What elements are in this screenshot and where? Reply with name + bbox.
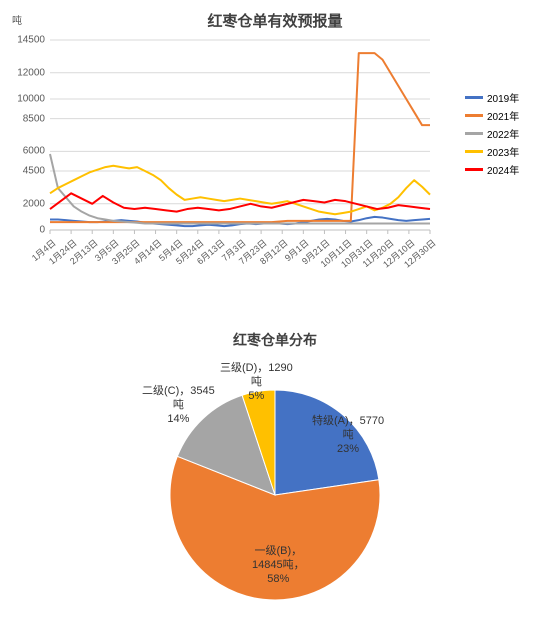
y-tick-label: 14500 (5, 35, 45, 46)
y-tick-label: 2000 (5, 198, 45, 209)
legend-swatch (465, 132, 483, 135)
series-line (50, 53, 430, 222)
legend-label: 2024年 (487, 162, 519, 177)
legend-swatch (465, 114, 483, 117)
y-tick-label: 4500 (5, 166, 45, 177)
pie-slice-label: 一级(B)，14845吨，58% (252, 545, 305, 586)
y-tick-label: 6000 (5, 146, 45, 157)
legend-item: 2021年 (465, 108, 519, 122)
pie-slice-label: 三级(D)，1290吨5% (220, 362, 293, 403)
legend-swatch (465, 96, 483, 99)
legend-item: 2022年 (465, 126, 519, 140)
pie-slice-label: 二级(C)，3545吨14% (142, 385, 215, 426)
line-chart: 红枣仓单有效预报量 吨 0200045006000850010000120001… (0, 0, 550, 290)
y-tick-label: 0 (5, 225, 45, 236)
legend-swatch (465, 150, 483, 153)
legend-label: 2019年 (487, 90, 519, 105)
legend-swatch (465, 168, 483, 171)
legend-label: 2022年 (487, 126, 519, 141)
y-tick-label: 12000 (5, 67, 45, 78)
legend-label: 2021年 (487, 108, 519, 123)
legend-item: 2023年 (465, 144, 519, 158)
y-tick-label: 8500 (5, 113, 45, 124)
legend-label: 2023年 (487, 144, 519, 159)
legend-item: 2024年 (465, 162, 519, 176)
series-line (50, 154, 430, 223)
y-tick-label: 10000 (5, 93, 45, 104)
pie-slice-label: 特级(A)，5770吨23% (312, 415, 384, 456)
line-chart-legend: 2019年 2021年 2022年 2023年 2024年 (465, 90, 519, 180)
series-line (50, 193, 430, 211)
legend-item: 2019年 (465, 90, 519, 104)
pie-chart: 红枣仓单分布 特级(A)，5770吨23%一级(B)，14845吨，58%二级(… (0, 330, 550, 643)
